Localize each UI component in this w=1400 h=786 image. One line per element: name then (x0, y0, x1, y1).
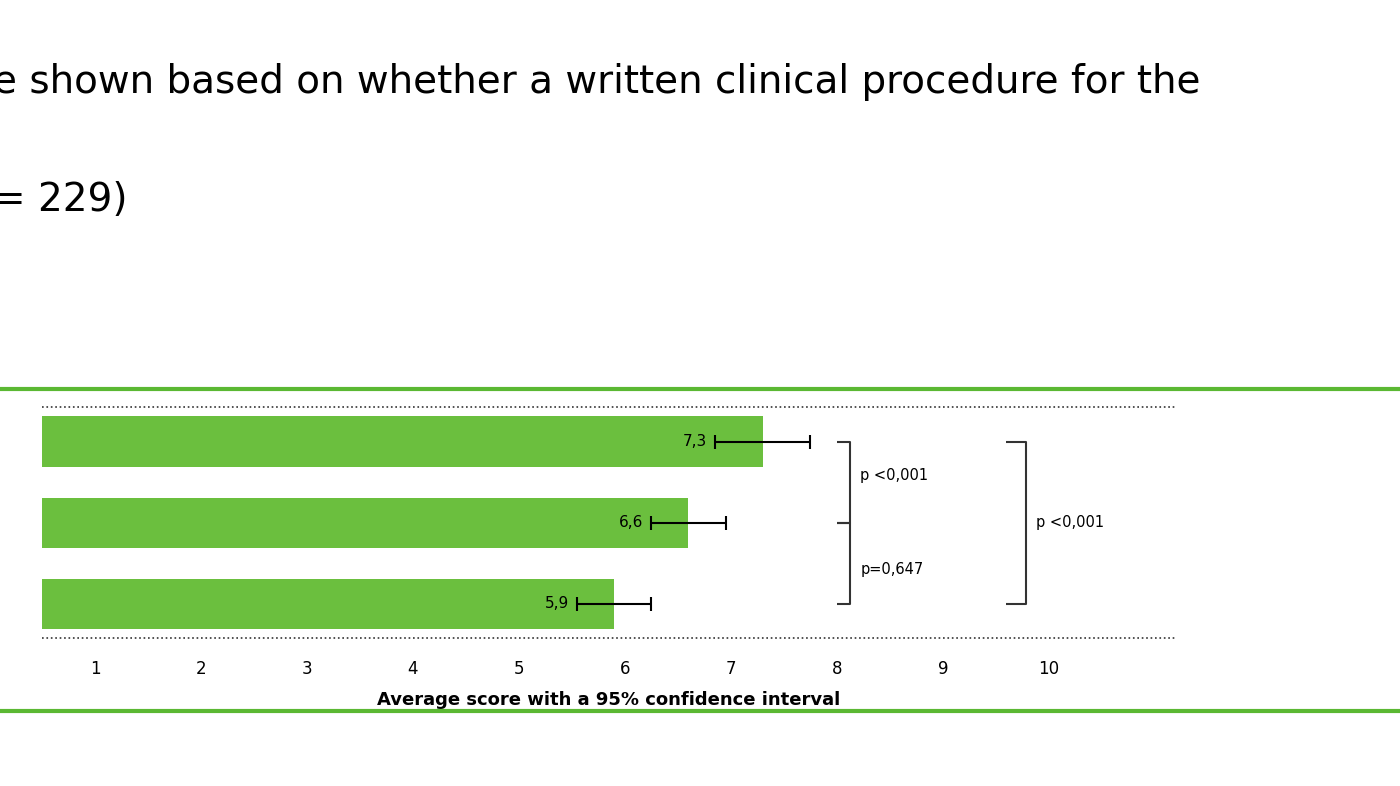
Bar (42, 578, 615, 629)
Text: p <0,001: p <0,001 (1036, 515, 1105, 531)
Text: 5,9: 5,9 (545, 597, 568, 612)
X-axis label: Average score with a 95% confidence interval: Average score with a 95% confidence inte… (378, 692, 840, 710)
Text: p=0,647: p=0,647 (860, 562, 924, 577)
Text: 6,6: 6,6 (619, 515, 643, 531)
Bar (42, 498, 689, 548)
Text: = 229): = 229) (0, 181, 127, 219)
Text: 7,3: 7,3 (682, 434, 707, 449)
Text: p <0,001: p <0,001 (860, 468, 928, 483)
Bar (42, 417, 763, 467)
Text: e shown based on whether a written clinical procedure for the: e shown based on whether a written clini… (0, 63, 1201, 101)
